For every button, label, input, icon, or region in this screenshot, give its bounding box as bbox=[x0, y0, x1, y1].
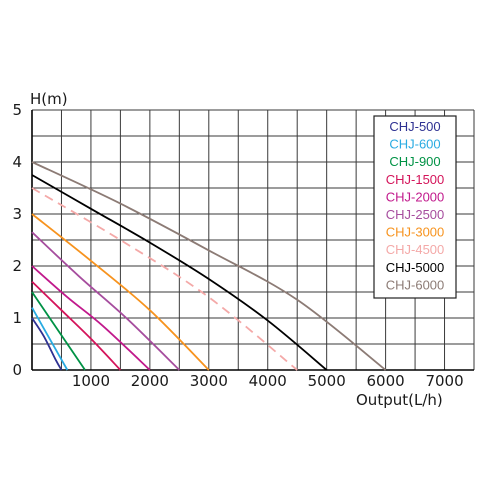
series-line-chj-5000 bbox=[31, 174, 328, 371]
legend-entry: CHJ-6000 bbox=[386, 277, 445, 292]
legend-entry: CHJ-600 bbox=[389, 137, 440, 152]
series-line-chj-500 bbox=[31, 317, 63, 371]
legend-entry: CHJ-5000 bbox=[386, 260, 445, 275]
series-line-chj-6000 bbox=[31, 161, 387, 371]
y-tick-label: 2 bbox=[12, 257, 22, 275]
legend-box bbox=[373, 115, 457, 299]
x-tick-label: 1000 bbox=[72, 372, 110, 390]
y-tick-label: 5 bbox=[12, 101, 22, 119]
legend-entry: CHJ-900 bbox=[389, 154, 440, 169]
series-line-chj-3000 bbox=[31, 213, 210, 371]
y-tick-label: 4 bbox=[12, 153, 22, 171]
y-axis-label: H(m) bbox=[30, 90, 68, 108]
x-axis-label: Output(L/h) bbox=[356, 391, 443, 409]
series-line-chj-2500 bbox=[31, 231, 180, 371]
y-tick-label: 0 bbox=[12, 361, 22, 379]
legend-entry: CHJ-2500 bbox=[386, 207, 445, 222]
legend-entry: CHJ-1500 bbox=[386, 172, 445, 187]
series-group bbox=[31, 161, 387, 371]
legend: CHJ-500 CHJ-600 CHJ-900 CHJ-1500 CHJ-2000 CHJ… bbox=[373, 115, 457, 299]
legend-entry: CHJ-3000 bbox=[386, 225, 445, 240]
x-tick-label: 7000 bbox=[425, 372, 463, 390]
legend-entry: CHJ-2000 bbox=[386, 189, 445, 204]
legend-entry: CHJ-500 bbox=[389, 119, 440, 134]
y-tick-label: 3 bbox=[12, 205, 22, 223]
series-line-chj-600 bbox=[31, 307, 69, 371]
x-tick-label: 6000 bbox=[367, 372, 405, 390]
series-line-chj-2000 bbox=[31, 265, 151, 371]
x-tick-label: 2000 bbox=[131, 372, 169, 390]
x-tick-label: 3000 bbox=[190, 372, 228, 390]
tick-labels: 0 1 2 3 4 5 1000 2000 3000 4000 5000 6000 7000 bbox=[12, 101, 463, 390]
x-tick-label: 5000 bbox=[308, 372, 346, 390]
series-line-chj-900 bbox=[31, 291, 86, 371]
series-line-chj-4500 bbox=[31, 187, 298, 371]
series-line-chj-1500 bbox=[31, 280, 122, 371]
y-tick-label: 1 bbox=[12, 309, 22, 327]
x-tick-label: 4000 bbox=[249, 372, 287, 390]
legend-entry: CHJ-4500 bbox=[386, 242, 445, 257]
